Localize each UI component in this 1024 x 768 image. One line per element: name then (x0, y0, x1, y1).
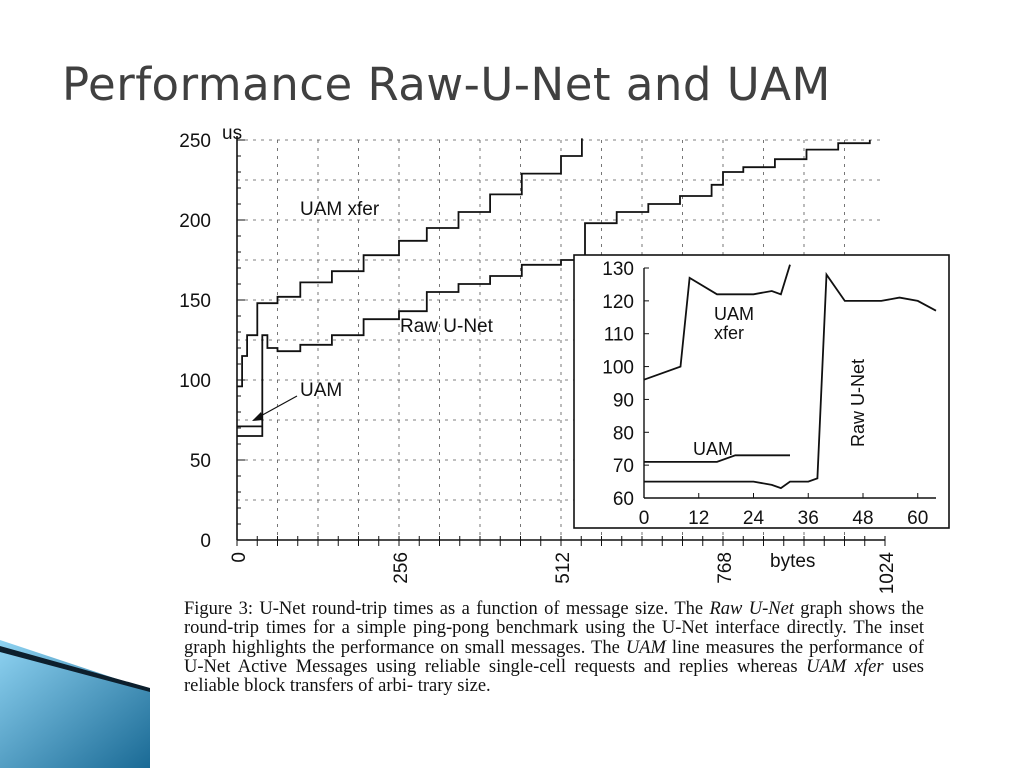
decoration-wedge-light (0, 640, 150, 768)
inset-y-tick-label: 80 (613, 423, 634, 444)
main-y-axis-label: us (222, 123, 242, 144)
caption-line-5b: line measures the performance of U-Net (184, 637, 924, 677)
inset-series-uam-xfer (643, 264, 791, 381)
caption-line-6: Active Messages using reliable single-ce… (237, 656, 671, 677)
slide-title: Performance Raw-U-Net and UAM (62, 58, 831, 111)
inset-x-tick-label: 24 (743, 508, 765, 529)
caption-line-8: trary size. (417, 676, 491, 697)
main-y-tick-label: 0 (200, 531, 211, 552)
inset-series-raw-u-net (644, 271, 937, 490)
main-x-tick-label: 1024 (877, 552, 898, 595)
inset-y-tick-label: 110 (604, 325, 634, 346)
main-annotation-uam-xfer: UAM xfer (300, 199, 380, 220)
inset-annotation-uam-xfer-2: xfer (714, 323, 744, 343)
main-y-tick-label: 100 (179, 371, 211, 392)
caption-line-5-em: UAM (625, 637, 666, 658)
inset-x-tick-label: 48 (852, 508, 873, 529)
inset-y-tick-label: 70 (613, 456, 634, 477)
main-annotation-raw-u-net: Raw U-Net (400, 316, 494, 337)
inset-annotation-uam: UAM (693, 439, 733, 459)
inset-y-tick-label: 130 (602, 259, 634, 280)
caption-line-2-em: Raw U-Net (709, 599, 794, 619)
inset-x-tick-label: 36 (798, 508, 819, 529)
main-y-tick-label: 150 (179, 291, 211, 312)
caption-line-1: Figure 3: U-Net round-trip times as a fu… (184, 599, 629, 619)
inset-x-tick-label: 60 (907, 508, 928, 529)
inset-annotation-raw-u-net: Raw U-Net (848, 359, 868, 447)
caption-line-7-em: UAM xfer (806, 656, 884, 677)
main-y-tick-label: 250 (179, 131, 211, 152)
inset-series-uam (644, 454, 790, 463)
inset-y-tick-label: 90 (613, 390, 634, 411)
inset-y-tick-label: 100 (602, 358, 634, 379)
main-y-tick-label: 200 (179, 211, 211, 232)
figure: 0 50 100 150 200 250 0 256 512 768 1024 us bytes UAM … (179, 123, 950, 594)
main-x-tick-label: 0 (229, 552, 250, 563)
main-x-tick-label: 512 (553, 552, 574, 584)
caption-line-3: simple ping-pong benchmark using the U-N… (356, 618, 780, 639)
inset-x-tick-label: 12 (688, 508, 709, 529)
caption-line-7a: replies whereas (679, 656, 807, 677)
inset-y-tick-label: 60 (613, 489, 634, 510)
figure-caption: Figure 3: U-Net round-trip times as a fu… (184, 599, 925, 697)
main-x-tick-label: 768 (715, 552, 736, 584)
caption-line-5a: messages. The (510, 637, 626, 658)
caption-line-2b: graph shows the round-trip times for a (184, 599, 925, 639)
caption-line-4: directly. The inset graph highlights the… (184, 618, 925, 658)
main-y-tick-label: 50 (190, 451, 211, 472)
main-x-tick-label: 256 (391, 552, 412, 584)
main-x-axis-label: bytes (770, 551, 815, 572)
main-chart-series (237, 138, 871, 437)
main-chart-labels: 0 50 100 150 200 250 0 256 512 768 1024 us bytes UAM … (179, 123, 898, 594)
corner-decoration (0, 640, 150, 768)
main-annotation-arrow (256, 395, 298, 419)
inset-y-tick-label: 120 (602, 292, 634, 313)
inset-annotation-uam-xfer-1: UAM (714, 304, 754, 324)
main-annotation-uam: UAM (300, 380, 342, 401)
main-chart-axes (236, 136, 886, 546)
caption-line-2a: size. The (634, 599, 710, 619)
main-annotation-arrowhead (252, 412, 263, 421)
decoration-wedge-dark (0, 646, 150, 692)
main-series-raw-u-net (237, 140, 871, 437)
caption-line-7b: uses reliable block transfers of arbi- (184, 656, 925, 697)
inset-x-tick-label: 0 (639, 508, 650, 529)
main-series-uam-xfer (237, 138, 583, 388)
